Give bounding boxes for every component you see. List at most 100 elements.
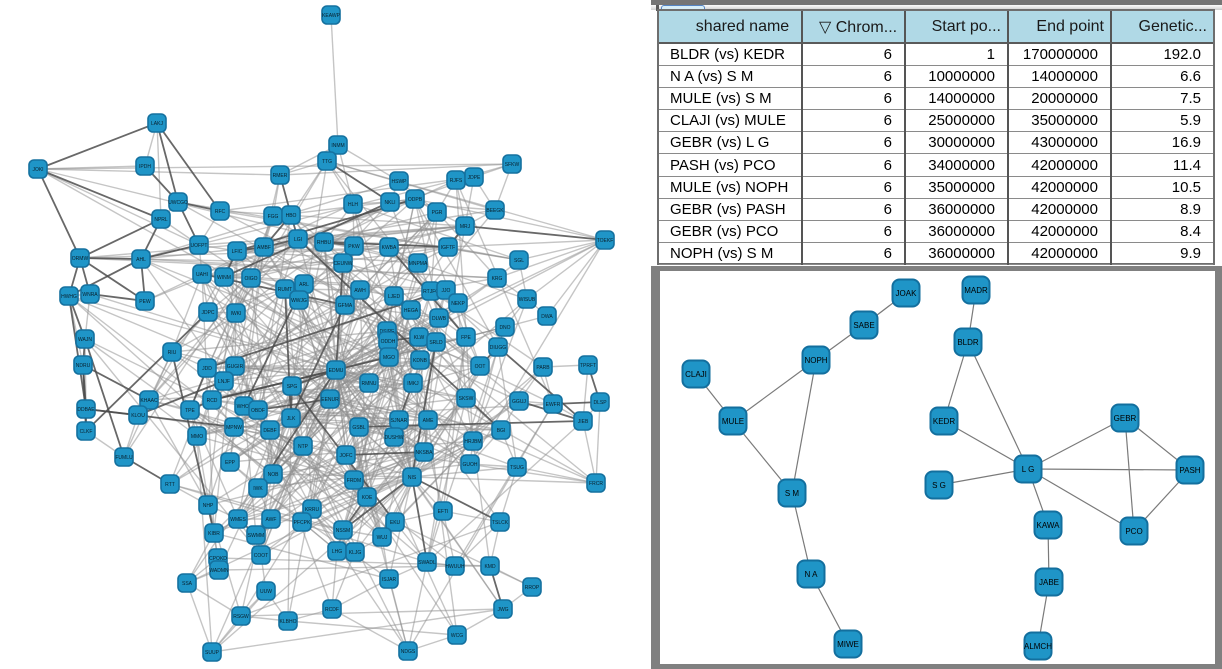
svg-text:KRRU: KRRU [305, 507, 320, 513]
svg-text:SUUP: SUUP [205, 650, 220, 656]
svg-text:KWBA: KWBA [382, 245, 397, 251]
svg-text:LJED: LJED [388, 294, 401, 300]
svg-text:ODPB: ODPB [408, 197, 423, 203]
svg-text:RMNU: RMNU [362, 381, 377, 387]
svg-text:GUOH: GUOH [463, 462, 478, 468]
svg-text:PEW: PEW [139, 299, 151, 305]
svg-text:RMER: RMER [273, 173, 288, 179]
svg-text:FGG: FGG [268, 214, 279, 220]
svg-text:BGI: BGI [497, 428, 506, 434]
svg-text:HLH: HLH [348, 202, 358, 208]
svg-text:INMM: INMM [331, 143, 344, 149]
svg-text:HSWP: HSWP [392, 179, 408, 185]
svg-text:MPNW: MPNW [226, 425, 242, 431]
svg-text:MRJ: MRJ [460, 224, 471, 230]
svg-text:RFC: RFC [215, 209, 226, 215]
svg-text:RROP: RROP [525, 585, 540, 591]
svg-text:PASH: PASH [1179, 466, 1200, 475]
svg-text:COOT: COOT [254, 553, 268, 559]
svg-text:NOPH: NOPH [804, 356, 827, 365]
svg-text:RSGW: RSGW [233, 614, 249, 620]
svg-text:OOT: OOT [475, 364, 486, 370]
svg-text:AWF: AWF [266, 517, 277, 523]
svg-text:SABE: SABE [853, 321, 874, 330]
svg-text:KRG: KRG [492, 276, 503, 282]
svg-text:KIBR: KIBR [208, 531, 220, 537]
svg-text:EKU: EKU [390, 520, 401, 526]
svg-text:FRDM: FRDM [347, 478, 361, 484]
svg-text:TSUG: TSUG [510, 465, 524, 471]
svg-text:SFKW: SFKW [505, 162, 520, 168]
svg-text:ORMW: ORMW [72, 256, 89, 262]
svg-text:DWA: DWA [541, 314, 553, 320]
svg-text:RIU: RIU [168, 350, 177, 356]
svg-text:RHBU: RHBU [317, 240, 332, 246]
svg-text:RJFS: RJFS [450, 178, 463, 184]
svg-text:KHAAC: KHAAC [140, 398, 158, 404]
svg-text:KLW: KLW [414, 335, 425, 341]
svg-text:AMBF: AMBF [257, 245, 271, 251]
svg-text:GEBR: GEBR [1114, 414, 1137, 423]
svg-text:KAWA: KAWA [1037, 521, 1061, 530]
svg-text:HWHG: HWHG [61, 294, 77, 300]
svg-text:DIUGG: DIUGG [490, 345, 507, 351]
svg-text:AME: AME [423, 418, 435, 424]
svg-text:JOKI: JOKI [32, 167, 43, 173]
svg-text:KLBHO: KLBHO [280, 619, 297, 625]
svg-text:GGUJ: GGUJ [512, 399, 526, 405]
svg-text:UAHI: UAHI [196, 272, 208, 278]
svg-text:MGO: MGO [383, 355, 395, 361]
svg-text:IMKJ: IMKJ [407, 381, 419, 387]
svg-text:EPP: EPP [225, 460, 236, 466]
svg-text:SWMM: SWMM [248, 533, 264, 539]
svg-text:JDPE: JDPE [468, 175, 481, 181]
svg-text:WUJ: WUJ [377, 535, 388, 541]
svg-text:CLKF: CLKF [80, 429, 93, 435]
svg-text:EENUR: EENUR [321, 397, 339, 403]
svg-text:UUW: UUW [260, 589, 272, 595]
svg-text:KLJG: KLJG [349, 550, 362, 556]
svg-text:JABE: JABE [1039, 578, 1059, 587]
svg-text:CLAJI: CLAJI [685, 370, 707, 379]
svg-text:UWCGO: UWCGO [168, 200, 188, 206]
svg-text:NEKP: NEKP [451, 301, 465, 307]
svg-text:JDD: JDD [202, 366, 212, 372]
svg-text:BLDR: BLDR [957, 338, 979, 347]
svg-text:JLK: JLK [287, 416, 296, 422]
svg-text:OBDF: OBDF [251, 408, 265, 414]
svg-text:TTG: TTG [322, 159, 332, 165]
svg-text:WHOJ: WHOJ [237, 404, 252, 410]
svg-text:RTT: RTT [165, 482, 175, 488]
svg-text:WISUB: WISUB [519, 297, 536, 303]
svg-text:LGI: LGI [294, 237, 302, 243]
svg-text:LHG: LHG [332, 549, 342, 555]
svg-text:IWK: IWK [253, 486, 263, 492]
svg-text:LFIC: LFIC [232, 249, 243, 255]
svg-text:KMD: KMD [484, 564, 496, 570]
svg-text:SSA: SSA [182, 581, 193, 587]
svg-text:L G: L G [1022, 465, 1035, 474]
svg-text:KEDR: KEDR [933, 417, 955, 426]
svg-text:RTJFC: RTJFC [423, 289, 439, 295]
svg-text:RCDF: RCDF [325, 607, 339, 613]
svg-text:RCD: RCD [207, 398, 218, 404]
svg-text:DDBAE: DDBAE [77, 407, 95, 413]
svg-text:WNRA: WNRA [82, 292, 98, 298]
svg-text:EDMU: EDMU [329, 368, 344, 374]
svg-text:AWH: AWH [354, 288, 366, 294]
svg-text:NSSM: NSSM [336, 528, 350, 534]
svg-text:HRJBM: HRJBM [464, 439, 481, 445]
svg-text:MULE: MULE [722, 417, 744, 426]
svg-text:JOAK: JOAK [896, 289, 918, 298]
svg-text:AHL: AHL [136, 257, 146, 263]
svg-text:N A: N A [805, 570, 819, 579]
svg-text:DNO: DNO [499, 325, 510, 331]
svg-text:EWFR: EWFR [546, 402, 561, 408]
svg-text:OIGO: OIGO [244, 276, 257, 282]
svg-text:WINM: WINM [217, 275, 231, 281]
svg-text:ISJAR: ISJAR [382, 577, 397, 583]
svg-text:LNJF: LNJF [218, 379, 230, 385]
svg-text:WWJG: WWJG [291, 298, 307, 304]
svg-text:PARB: PARB [536, 365, 550, 371]
svg-text:GUGIR: GUGIR [227, 364, 244, 370]
